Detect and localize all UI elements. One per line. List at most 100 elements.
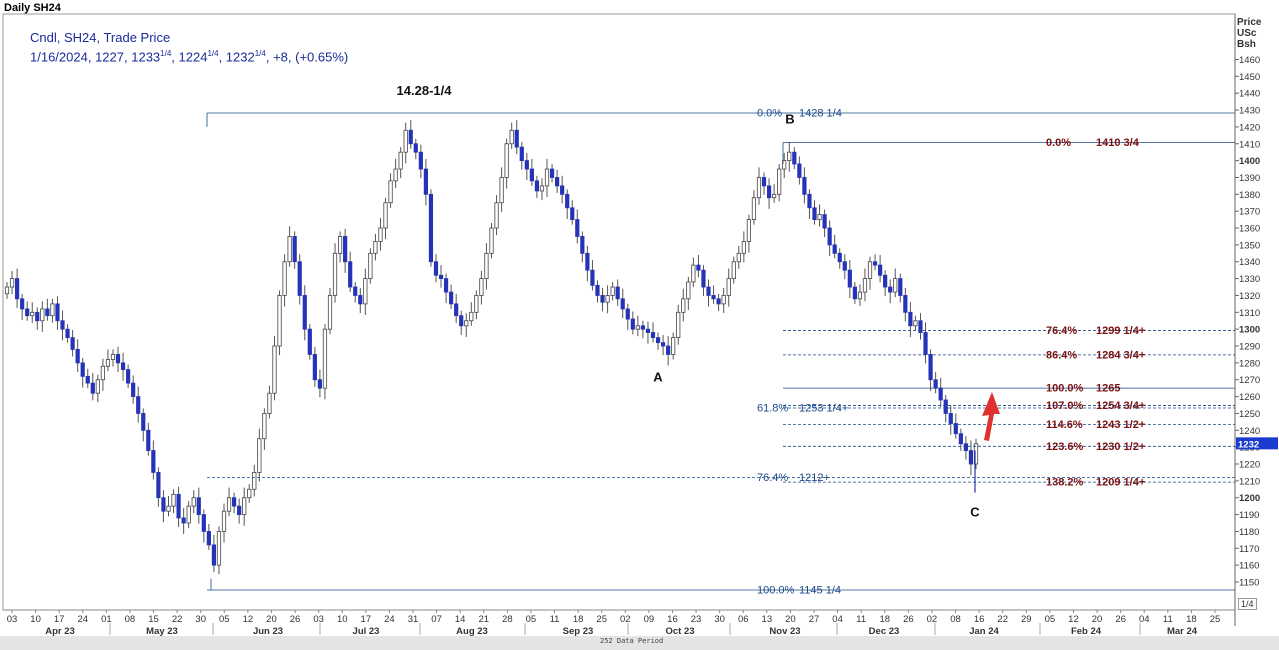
candle bbox=[201, 514, 206, 532]
candle bbox=[494, 202, 499, 229]
x-day-label: 26 bbox=[290, 614, 301, 625]
candle bbox=[504, 143, 509, 178]
y-tick-label: 1300 bbox=[1239, 325, 1260, 336]
candle bbox=[802, 177, 807, 195]
candle bbox=[666, 345, 671, 355]
candle bbox=[701, 269, 706, 288]
candle bbox=[570, 207, 575, 221]
candle bbox=[378, 227, 383, 242]
candle bbox=[353, 286, 358, 296]
candle bbox=[635, 325, 640, 330]
fib-left-value: 1253 1/4+ bbox=[799, 402, 848, 414]
fib-right-pct: 100.0% bbox=[1046, 383, 1084, 395]
candle bbox=[615, 286, 620, 300]
candle bbox=[216, 531, 222, 566]
candle bbox=[817, 214, 822, 221]
candle bbox=[777, 168, 782, 195]
candle bbox=[327, 295, 333, 330]
candle bbox=[973, 443, 979, 465]
candle bbox=[645, 328, 651, 333]
candle bbox=[898, 278, 903, 296]
candle bbox=[221, 510, 227, 532]
candle bbox=[110, 354, 116, 360]
candle bbox=[206, 531, 211, 546]
fib-left-pct: 76.4% bbox=[757, 472, 788, 484]
candle bbox=[363, 278, 368, 305]
candle bbox=[499, 177, 504, 204]
footer-bar: 252 Data Period bbox=[0, 636, 1279, 650]
x-day-label: 11 bbox=[1163, 614, 1173, 625]
candle bbox=[484, 252, 489, 280]
y-tick-label: 1270 bbox=[1239, 375, 1260, 386]
fib-left-pct: 0.0% bbox=[757, 108, 782, 120]
candle bbox=[302, 295, 307, 330]
fib-right-value: 1230 1/2+ bbox=[1096, 441, 1145, 453]
candle bbox=[433, 261, 439, 276]
x-day-label: 02 bbox=[620, 614, 631, 625]
fib-right-pct: 86.4% bbox=[1046, 349, 1077, 361]
x-day-label: 08 bbox=[950, 614, 961, 625]
y-tick-label: 1350 bbox=[1239, 240, 1260, 251]
x-day-label: 30 bbox=[195, 614, 206, 625]
x-month-label: May 23 bbox=[146, 626, 178, 636]
x-day-label: 21 bbox=[478, 614, 489, 625]
y-tick-label: 1250 bbox=[1239, 409, 1260, 420]
y-tick-label: 1180 bbox=[1239, 527, 1259, 538]
x-day-label: 18 bbox=[879, 614, 890, 625]
x-day-label: 05 bbox=[219, 614, 230, 625]
candle bbox=[55, 303, 60, 322]
candle bbox=[605, 295, 610, 303]
x-day-label: 29 bbox=[1021, 614, 1032, 625]
candle bbox=[650, 332, 656, 338]
info-low-frac: 1/4 bbox=[207, 49, 219, 58]
x-day-label: 16 bbox=[974, 614, 985, 625]
candle bbox=[852, 286, 857, 300]
y-tick-label: 1460 bbox=[1239, 55, 1260, 66]
candle bbox=[555, 177, 560, 187]
candle bbox=[30, 311, 35, 317]
candle bbox=[247, 488, 252, 499]
x-day-label: 18 bbox=[1186, 614, 1197, 625]
y-tick-label: 1340 bbox=[1239, 257, 1260, 268]
candle bbox=[600, 295, 605, 303]
candle bbox=[721, 295, 726, 305]
data-period-label: 252 Data Period bbox=[600, 637, 664, 645]
candle bbox=[156, 472, 161, 499]
x-month-label: Aug 23 bbox=[456, 626, 488, 636]
candle bbox=[489, 227, 494, 254]
x-day-label: 20 bbox=[266, 614, 277, 625]
y-tick-label: 1260 bbox=[1239, 392, 1260, 403]
candle bbox=[676, 311, 681, 338]
candle bbox=[211, 544, 217, 566]
fib-right-value: 1410 3/4 bbox=[1096, 137, 1140, 149]
candle bbox=[45, 308, 50, 317]
price-chart[interactable]: 1150116011701180119012001210122012301240… bbox=[0, 0, 1279, 636]
x-day-label: 12 bbox=[1068, 614, 1079, 625]
candle bbox=[408, 129, 413, 145]
y-tick-label: 1440 bbox=[1239, 89, 1260, 100]
x-day-label: 03 bbox=[313, 614, 324, 625]
up-arrow bbox=[982, 392, 1000, 441]
candle bbox=[842, 261, 847, 271]
x-month-label: Mar 24 bbox=[1167, 626, 1198, 636]
candle bbox=[928, 354, 933, 381]
fib-left-pct: 100.0% bbox=[757, 585, 795, 597]
last-price-value: 1232 bbox=[1238, 439, 1259, 450]
page-indicator[interactable]: 1/4 bbox=[1238, 598, 1257, 610]
fib-left-pct: 61.8% bbox=[757, 402, 788, 414]
wave-label-c: C bbox=[970, 505, 980, 520]
y-tick-label: 1330 bbox=[1239, 274, 1260, 285]
candle bbox=[958, 433, 963, 445]
x-day-label: 10 bbox=[30, 614, 41, 625]
y-tick-label: 1280 bbox=[1239, 358, 1260, 369]
x-month-label: Sep 23 bbox=[563, 626, 594, 636]
candle bbox=[196, 497, 201, 515]
candle bbox=[14, 278, 20, 300]
candle bbox=[509, 129, 514, 145]
candle bbox=[388, 180, 393, 204]
candle bbox=[827, 227, 832, 246]
candle bbox=[883, 274, 888, 288]
candle bbox=[403, 129, 408, 153]
candle bbox=[943, 399, 948, 414]
info-change: +8, (+0.65%) bbox=[273, 49, 349, 65]
